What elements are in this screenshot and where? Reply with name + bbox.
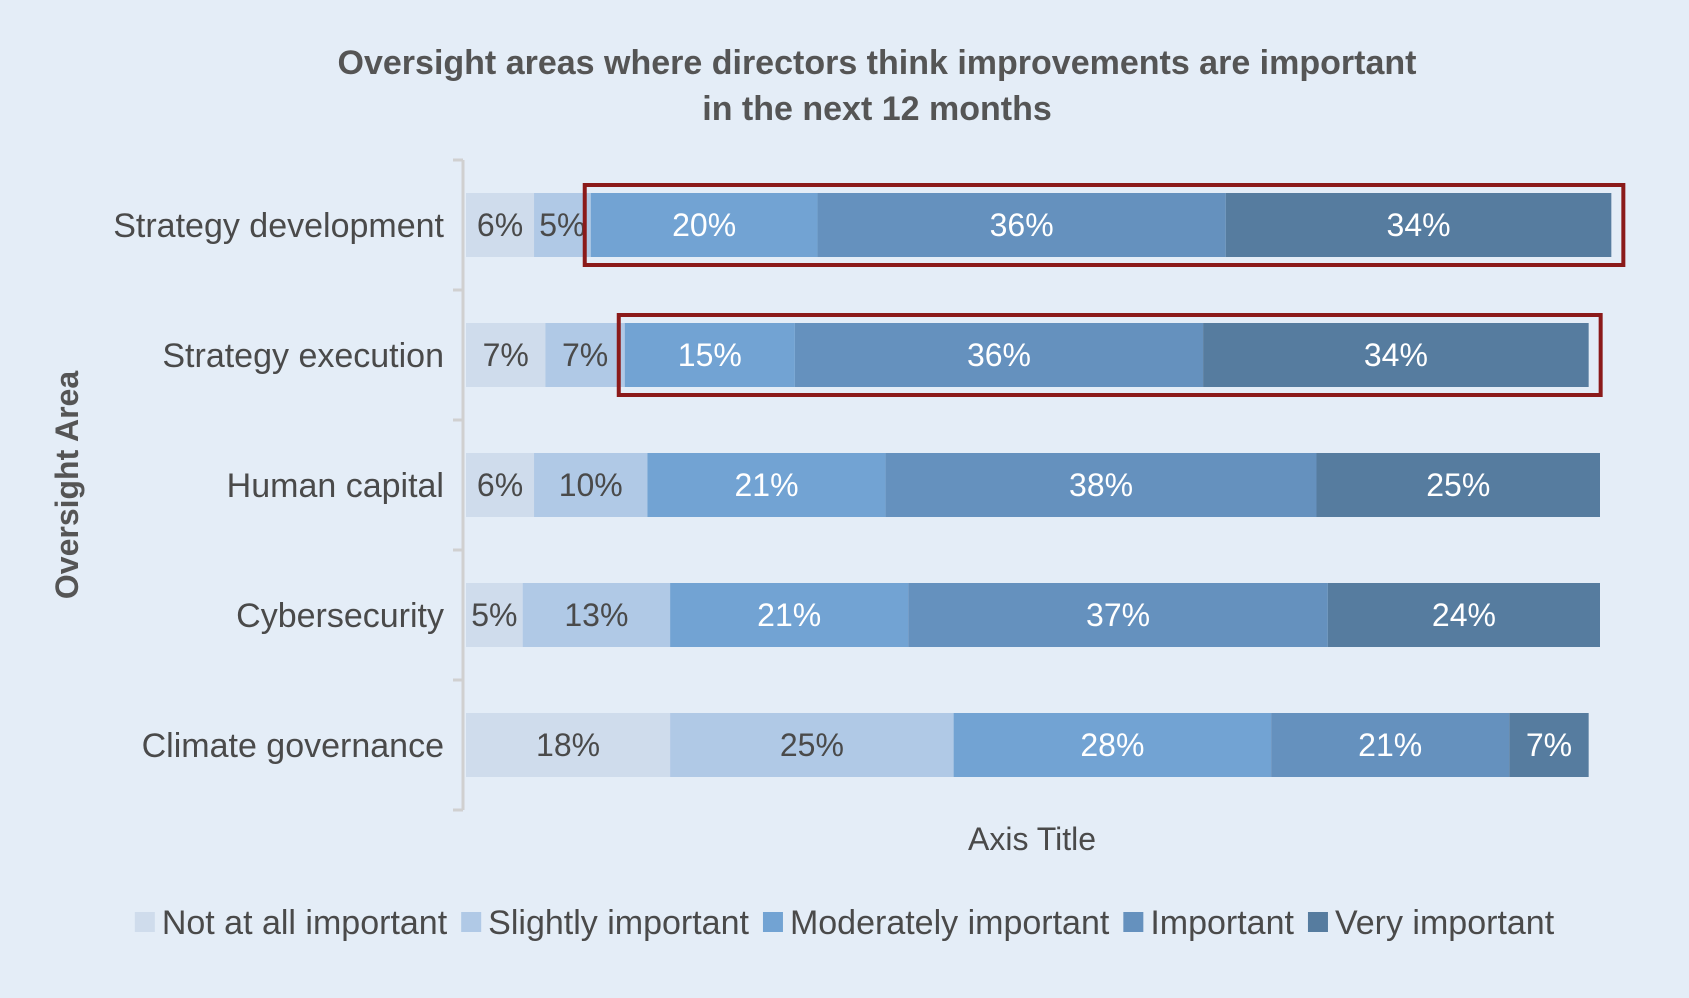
bar-strategy-development-not-at-all-important <box>466 193 535 257</box>
bar-human-capital-important <box>885 453 1317 517</box>
legend-label-not-at-all-important: Not at all important <box>162 904 448 942</box>
bar-human-capital-not-at-all-important <box>466 453 535 517</box>
data-label-cybersecurity-important: 37% <box>1086 597 1150 633</box>
chart-title-line-2: in the next 12 months <box>702 90 1052 128</box>
bar-strategy-development-moderately-important <box>590 193 818 257</box>
bars <box>466 193 1612 777</box>
category-label-strategy-execution: Strategy execution <box>162 337 444 375</box>
bar-cybersecurity-not-at-all-important <box>466 583 523 647</box>
bar-strategy-execution-moderately-important <box>624 323 795 387</box>
bar-cybersecurity-important <box>908 583 1328 647</box>
legend-swatch-moderately-important <box>762 912 783 932</box>
bar-climate-governance-slightly-important <box>670 713 954 777</box>
bar-human-capital-slightly-important <box>534 453 648 517</box>
bar-strategy-execution-slightly-important <box>545 323 625 387</box>
highlight-boxes <box>582 183 1626 397</box>
data-label-strategy-development-very-important: 34% <box>1387 207 1451 243</box>
data-label-human-capital-moderately-important: 21% <box>734 467 798 503</box>
legend-swatch-important <box>1123 912 1144 932</box>
data-label-strategy-development-not-at-all-important: 6% <box>477 207 523 243</box>
data-label-climate-governance-slightly-important: 25% <box>780 727 844 763</box>
data-label-climate-governance-not-at-all-important: 18% <box>536 727 600 763</box>
bar-human-capital-moderately-important <box>647 453 886 517</box>
x-axis-title: Axis Title <box>968 821 1096 857</box>
data-label-strategy-development-slightly-important: 5% <box>539 207 585 243</box>
legend: Not at all important Slightly important Mo… <box>134 904 1555 942</box>
category-label-climate-governance: Climate governance <box>142 727 444 765</box>
highlight-box-strategy-execution <box>616 313 1603 397</box>
data-label-strategy-execution-not-at-all-important: 7% <box>483 337 529 373</box>
chart-title-line-1: Oversight areas where directors think im… <box>338 44 1417 82</box>
legend-swatch-very-important <box>1307 912 1328 932</box>
data-label-cybersecurity-slightly-important: 13% <box>564 597 628 633</box>
legend-item-very-important: Very important <box>1307 904 1555 942</box>
data-label-climate-governance-moderately-important: 28% <box>1080 727 1144 763</box>
bar-cybersecurity-moderately-important <box>670 583 909 647</box>
bar-climate-governance-very-important <box>1509 713 1589 777</box>
legend-label-slightly-important: Slightly important <box>488 904 749 942</box>
data-label-climate-governance-very-important: 7% <box>1526 727 1572 763</box>
data-label-strategy-development-important: 36% <box>990 207 1054 243</box>
data-label-human-capital-important: 38% <box>1069 467 1133 503</box>
legend-item-important: Important <box>1123 904 1295 942</box>
data-label-strategy-execution-slightly-important: 7% <box>562 337 608 373</box>
bar-cybersecurity-very-important <box>1327 583 1600 647</box>
data-label-human-capital-very-important: 25% <box>1426 467 1490 503</box>
bar-strategy-development-important <box>817 193 1226 257</box>
data-label-cybersecurity-not-at-all-important: 5% <box>471 597 517 633</box>
data-label-strategy-development-moderately-important: 20% <box>672 207 736 243</box>
bar-climate-governance-not-at-all-important <box>466 713 671 777</box>
data-labels: 6% 5% 20% 36% 34% 7% 7% 15% 36% 34% 6% 10% 21% 38% 25%… <box>471 207 1572 763</box>
category-label-human-capital: Human capital <box>227 467 444 505</box>
data-label-strategy-execution-very-important: 34% <box>1364 337 1428 373</box>
category-label-strategy-development: Strategy development <box>113 207 444 245</box>
data-label-human-capital-slightly-important: 10% <box>559 467 623 503</box>
bar-human-capital-very-important <box>1316 453 1600 517</box>
legend-item-moderately-important: Moderately important <box>762 904 1110 942</box>
legend-item-not-at-all-important: Not at all important <box>134 904 448 942</box>
legend-label-very-important: Very important <box>1335 904 1555 942</box>
legend-label-important: Important <box>1150 904 1294 942</box>
bar-strategy-development-very-important <box>1225 193 1612 257</box>
y-axis <box>453 158 465 812</box>
legend-item-slightly-important: Slightly important <box>461 904 750 942</box>
data-label-strategy-execution-moderately-important: 15% <box>678 337 742 373</box>
bar-strategy-development-slightly-important <box>534 193 591 257</box>
bar-climate-governance-moderately-important <box>953 713 1272 777</box>
bar-climate-governance-important <box>1271 713 1510 777</box>
legend-label-moderately-important: Moderately important <box>790 904 1110 942</box>
data-label-cybersecurity-moderately-important: 21% <box>757 597 821 633</box>
bar-strategy-execution-important <box>794 323 1204 387</box>
bar-strategy-execution-very-important <box>1203 323 1589 387</box>
y-axis-title: Oversight Area <box>49 371 85 599</box>
legend-swatch-slightly-important <box>461 912 482 932</box>
data-label-strategy-execution-important: 36% <box>967 337 1031 373</box>
data-label-cybersecurity-very-important: 24% <box>1432 597 1496 633</box>
data-label-human-capital-not-at-all-important: 6% <box>477 467 523 503</box>
legend-swatch-not-at-all-important <box>134 912 155 932</box>
category-labels: Strategy development Strategy execution Hu… <box>113 207 444 765</box>
bar-strategy-execution-not-at-all-important <box>466 323 546 387</box>
category-label-cybersecurity: Cybersecurity <box>236 597 444 635</box>
bar-cybersecurity-slightly-important <box>522 583 671 647</box>
highlight-box-strategy-development <box>582 183 1626 267</box>
data-label-climate-governance-important: 21% <box>1358 727 1422 763</box>
